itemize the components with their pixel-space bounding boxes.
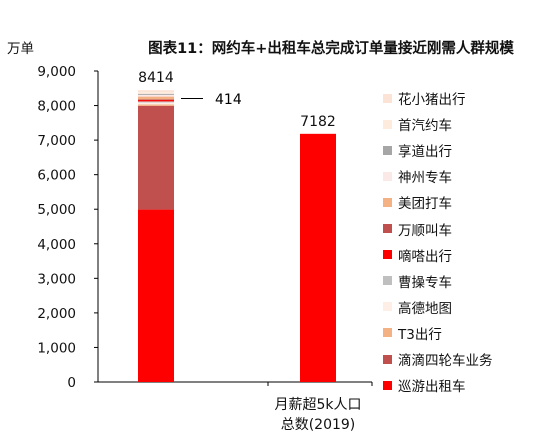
legend-item: 花小猪出行 — [383, 90, 466, 108]
bar-segment — [138, 104, 174, 106]
bar-segment — [138, 209, 174, 382]
legend-item: 滴滴四轮车业务 — [383, 351, 493, 369]
legend-label: 首汽约车 — [398, 118, 452, 135]
legend-swatch — [383, 302, 392, 312]
legend-label: T3出行 — [398, 326, 442, 343]
legend-label: 美团打车 — [398, 196, 452, 213]
bar-segment — [138, 100, 174, 102]
y-tick-label: 5,000 — [37, 202, 76, 218]
legend-swatch — [383, 145, 392, 155]
x-category-label: 总数(2019) — [281, 417, 356, 432]
chart-title: 图表11：网约车+出租车总完成订单量接近刚需人群规模 — [148, 39, 514, 57]
legend-item: 万顺叫车 — [383, 221, 452, 239]
y-tick-label: 9,000 — [37, 64, 76, 80]
bar-segment — [138, 105, 174, 210]
bar-segment — [138, 102, 174, 105]
legend-swatch — [383, 171, 392, 181]
y-tick-label: 2,000 — [37, 306, 76, 322]
legend-label: 神州专车 — [398, 170, 452, 187]
legend-item: 巡游出租车 — [383, 377, 466, 396]
legend-item: 嘀嗒出行 — [383, 247, 452, 265]
legend-label: 嘀嗒出行 — [398, 248, 452, 265]
annotation-label: 414 — [215, 92, 242, 108]
bar-segment — [138, 92, 174, 94]
y-axis: 0 1,000 2,000 3,000 4,000 5,000 6,000 7,000 8,00… — [37, 64, 99, 391]
y-tick-label: 8,000 — [37, 99, 76, 115]
bar-segment — [138, 94, 174, 97]
legend-label: 曹操专车 — [398, 274, 452, 291]
legend-label: 滴滴四轮车业务 — [398, 353, 493, 369]
legend-swatch — [383, 328, 392, 338]
legend-item: T3出行 — [383, 325, 442, 343]
legend-swatch — [383, 119, 392, 129]
bar-segment — [138, 93, 174, 95]
legend-item: 享道出行 — [383, 142, 452, 161]
y-tick-label: 0 — [67, 375, 76, 391]
legend-item: 神州专车 — [383, 168, 452, 187]
bar-segment — [138, 99, 174, 101]
bar-segment — [138, 90, 174, 93]
legend-swatch — [383, 250, 392, 260]
legend-label: 享道出行 — [398, 144, 452, 161]
legend-label: 万顺叫车 — [398, 222, 452, 239]
bar-segment — [138, 101, 174, 103]
legend-swatch — [383, 197, 392, 207]
legend-swatch — [383, 276, 392, 286]
y-axis-label: 万单 — [7, 41, 34, 57]
legend-swatch — [383, 380, 392, 390]
y-tick-label: 3,000 — [37, 271, 76, 287]
bar-total-label: 8414 — [138, 70, 174, 86]
legend-item: 曹操专车 — [383, 273, 452, 291]
y-tick-label: 7,000 — [37, 133, 76, 149]
legend-swatch — [383, 224, 392, 233]
legend-label: 高德地图 — [398, 300, 452, 317]
legend-label: 花小猪出行 — [398, 92, 466, 108]
bar-segment — [138, 96, 174, 100]
legend-label: 巡游出租车 — [398, 379, 466, 396]
y-tick-label: 6,000 — [37, 168, 76, 184]
legend-item: 首汽约车 — [383, 116, 452, 135]
legend-item: 美团打车 — [383, 194, 452, 213]
y-tick-label: 4,000 — [37, 237, 76, 253]
bar-segment — [300, 133, 336, 382]
legend-swatch — [383, 93, 392, 103]
legend-item: 高德地图 — [383, 299, 452, 317]
y-tick-label: 1,000 — [37, 340, 76, 356]
bar-total-label: 7182 — [300, 114, 336, 130]
legend-swatch — [383, 354, 392, 364]
x-category-label: 月薪超5k人口 — [274, 397, 361, 413]
